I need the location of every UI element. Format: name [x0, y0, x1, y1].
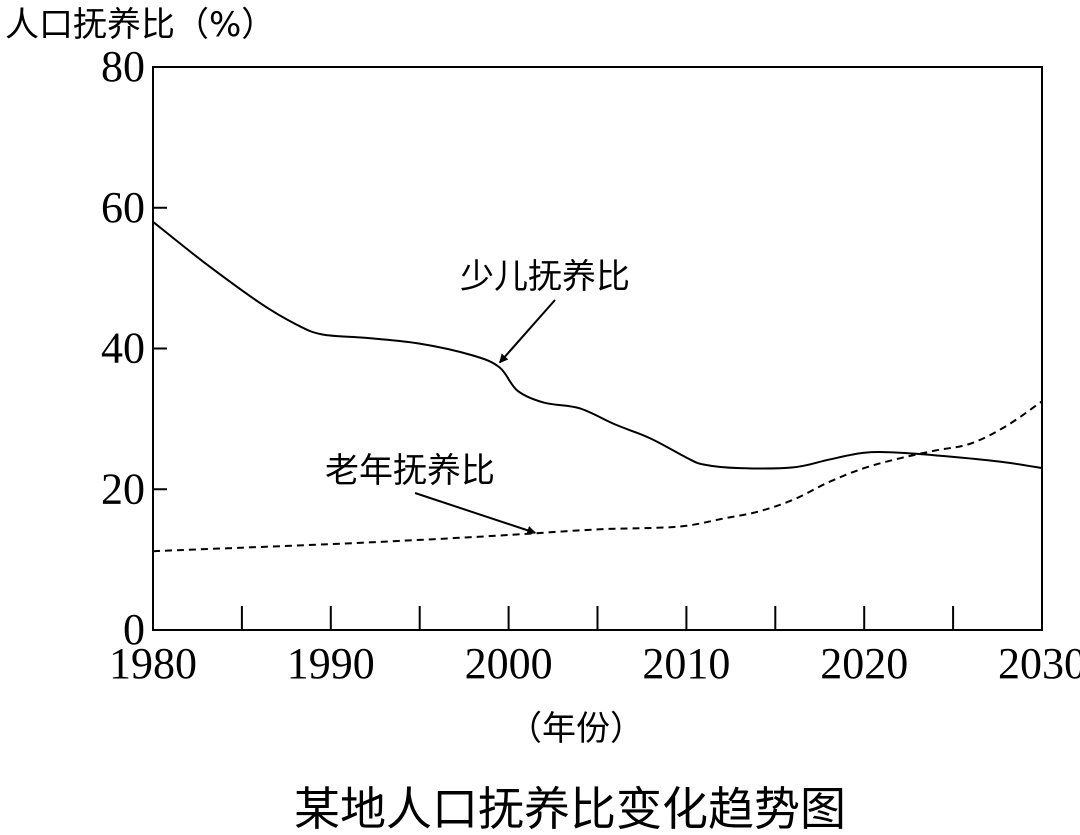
y-tick-label: 40: [101, 324, 145, 373]
x-tick-label: 2020: [820, 639, 908, 688]
x-axis-label: （年份）: [508, 709, 644, 749]
x-tick-label: 2000: [465, 639, 553, 688]
y-tick-label: 80: [101, 42, 145, 91]
y-axis-label: 人口抚养比（%）: [5, 5, 275, 45]
y-tick-label: 60: [101, 183, 145, 232]
x-tick-label: 2010: [642, 639, 730, 688]
tick-marks: [153, 206, 1043, 630]
y-tick-label: 20: [101, 464, 145, 513]
x-tick-label: 2030: [998, 639, 1080, 688]
annotation-label: 少儿抚养比: [460, 257, 630, 297]
tick-labels: 0 20 40 60 80 1980 1990 2000 2010 2020 2030: [101, 42, 1080, 688]
chart-title: 某地人口抚养比变化趋势图: [294, 782, 846, 835]
y-tick-label: 0: [123, 605, 145, 654]
series-layer: [152, 221, 1043, 553]
x-tick-label: 1990: [287, 639, 375, 688]
series-line-child-dependency: [152, 221, 1043, 470]
annotation-arrow: [414, 492, 537, 535]
series-line-elderly-dependency: [152, 400, 1043, 553]
x-tick-label: 1980: [109, 639, 197, 688]
annotation-label: 老年抚养比: [325, 451, 495, 491]
annotation-arrow: [498, 299, 556, 364]
